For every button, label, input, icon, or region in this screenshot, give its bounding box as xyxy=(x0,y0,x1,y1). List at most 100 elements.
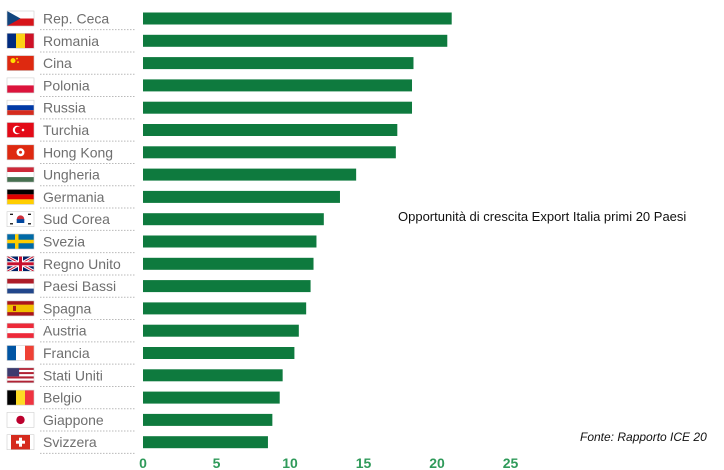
fr-flag-icon xyxy=(6,345,35,361)
hu-flag-icon xyxy=(6,166,35,183)
gb-flag-icon xyxy=(6,254,35,273)
bar xyxy=(143,391,280,404)
flag-part xyxy=(7,110,34,116)
category-label: Spagna xyxy=(43,300,91,316)
category-label: Polonia xyxy=(43,77,90,93)
cz-flag-icon xyxy=(6,10,35,27)
flag-part xyxy=(7,18,34,26)
flag-part xyxy=(7,328,34,334)
flag-part xyxy=(7,55,34,71)
bar xyxy=(143,257,314,270)
flag-part xyxy=(21,128,25,132)
bar xyxy=(143,347,295,359)
jp-flag-icon xyxy=(6,412,35,428)
bar xyxy=(143,124,398,136)
pl-flag-icon xyxy=(6,77,35,94)
flag-border xyxy=(6,144,35,161)
flag-border xyxy=(6,255,35,272)
x-tick-label: 0 xyxy=(139,455,147,470)
flag-border xyxy=(6,367,35,384)
category-label: Cina xyxy=(43,55,72,71)
cn-flag-icon xyxy=(6,55,35,71)
flag-part xyxy=(13,305,16,311)
category-label: Hong Kong xyxy=(43,144,113,160)
flag-border xyxy=(6,55,35,71)
flag-part xyxy=(7,189,34,195)
ru-flag-icon xyxy=(6,99,35,116)
flag-border xyxy=(6,211,35,227)
flag-part xyxy=(7,374,34,377)
category-label: Austria xyxy=(43,323,87,339)
bar xyxy=(143,369,283,382)
bar xyxy=(143,436,268,449)
bar xyxy=(143,190,340,203)
flag-part xyxy=(16,33,25,49)
flag-border xyxy=(6,434,35,451)
flag-border xyxy=(6,77,35,94)
bar xyxy=(143,302,307,315)
us-flag-icon xyxy=(6,367,35,384)
kr-flag-icon xyxy=(6,211,35,227)
tr-flag-icon xyxy=(6,122,35,138)
flag-part xyxy=(7,172,34,178)
category-label: Svizzera xyxy=(43,434,97,450)
flag-part xyxy=(7,11,21,26)
bar xyxy=(143,168,357,181)
be-flag-icon xyxy=(6,389,35,406)
category-label: Sud Corea xyxy=(43,211,110,227)
flag-part xyxy=(10,58,16,64)
category-label: Regno Unito xyxy=(43,256,121,272)
flag-part xyxy=(7,345,16,361)
flag-part xyxy=(7,378,34,381)
flag-part xyxy=(28,213,31,215)
chart-title: Opportunità di crescita Export Italia pr… xyxy=(398,209,687,224)
bar xyxy=(143,146,396,159)
x-tick-label: 15 xyxy=(356,455,372,470)
flag-part xyxy=(16,345,25,361)
bar xyxy=(143,79,413,92)
bar xyxy=(143,280,311,293)
flag-border xyxy=(6,32,35,49)
hk-flag-icon xyxy=(6,144,35,161)
category-label: Turchia xyxy=(43,122,89,138)
flag-border xyxy=(6,10,35,27)
flag-part xyxy=(16,219,25,223)
flag-part xyxy=(7,33,16,49)
flag-part xyxy=(7,278,34,284)
category-label: Francia xyxy=(43,345,90,361)
flag-part xyxy=(7,372,34,375)
flag-part xyxy=(25,33,34,49)
category-label: Paesi Bassi xyxy=(43,278,116,294)
flag-part xyxy=(16,440,25,444)
flag-part xyxy=(16,390,25,406)
flag-part xyxy=(7,380,34,383)
category-label: Belgio xyxy=(43,390,82,406)
flag-border xyxy=(6,99,35,116)
flag-part xyxy=(7,367,20,377)
flag-part xyxy=(7,390,16,406)
source-note: Fonte: Rapporto ICE 20 xyxy=(580,430,707,444)
flag-part xyxy=(16,57,18,60)
flag-border xyxy=(6,322,35,339)
x-tick-label: 5 xyxy=(213,455,221,470)
x-tick-label: 10 xyxy=(282,455,298,470)
bar xyxy=(143,235,317,248)
flag-part xyxy=(7,239,34,244)
flag-part xyxy=(7,323,34,329)
flag-border xyxy=(6,233,35,250)
x-tick-label: 25 xyxy=(503,455,519,470)
flag-part xyxy=(7,199,34,205)
category-label: Russia xyxy=(43,100,86,116)
category-label: Svezia xyxy=(43,234,85,250)
category-label: Romania xyxy=(43,33,99,49)
category-label: Stati Uniti xyxy=(43,367,103,383)
se-flag-icon xyxy=(6,233,35,250)
flag-part xyxy=(7,105,34,111)
flag-part xyxy=(7,177,34,183)
flag-border xyxy=(6,389,35,406)
flag-part xyxy=(10,213,13,215)
es-flag-icon xyxy=(6,300,35,317)
flag-part xyxy=(25,345,34,361)
flag-border xyxy=(6,189,35,205)
